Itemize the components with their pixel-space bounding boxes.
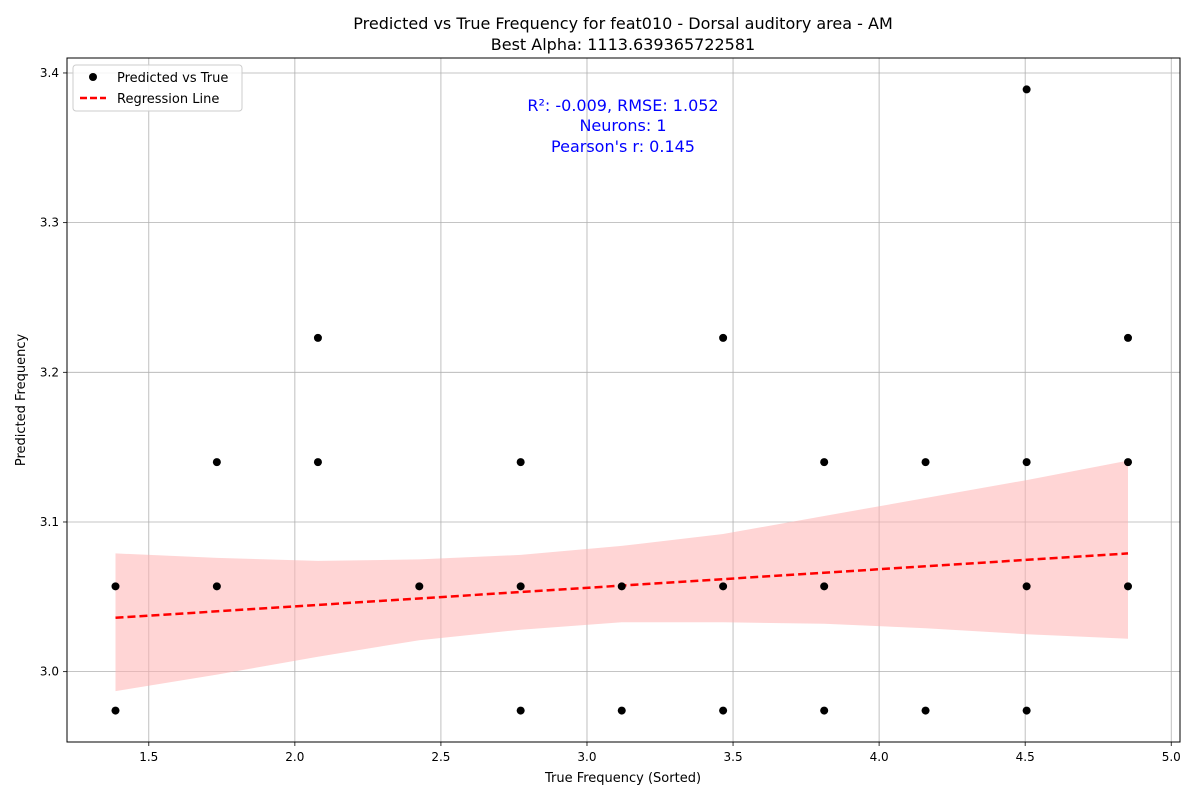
- confidence-band-layer: [115, 460, 1128, 692]
- x-tick-label: 1.5: [139, 750, 158, 764]
- x-tick-label: 3.0: [577, 750, 596, 764]
- axes: 1.5 2.0 2.5 3.0 3.5 4.0 4.5 5.0 3.0 3.1 3.2 3.3 3.4: [40, 57, 1181, 764]
- y-tick-label: 3.3: [40, 216, 59, 230]
- y-tick-label: 3.4: [40, 66, 59, 80]
- data-point: [820, 706, 829, 715]
- x-tick-label: 5.0: [1162, 750, 1181, 764]
- data-point: [516, 458, 525, 467]
- data-point: [719, 582, 728, 591]
- x-tick-label: 2.5: [431, 750, 450, 764]
- chart-title: Predicted vs True Frequency for feat010 …: [353, 14, 893, 33]
- x-tick-label: 3.5: [724, 750, 743, 764]
- data-point: [1124, 458, 1133, 467]
- data-point: [516, 706, 525, 715]
- stats-line-r2-rmse: R²: -0.009, RMSE: 1.052: [527, 96, 718, 115]
- y-tick-label: 3.1: [40, 515, 59, 529]
- y-tick-label: 3.2: [40, 365, 59, 379]
- data-point: [313, 458, 322, 467]
- data-point: [1022, 582, 1031, 591]
- data-point: [111, 706, 120, 715]
- stats-annotation: R²: -0.009, RMSE: 1.052 Neurons: 1 Pears…: [527, 96, 718, 156]
- legend-scatter-marker-icon: [89, 73, 97, 81]
- data-point: [111, 582, 120, 591]
- confidence-band: [115, 460, 1128, 692]
- scatter-points: [111, 85, 1133, 715]
- x-tick-label: 2.0: [285, 750, 304, 764]
- data-point: [212, 458, 221, 467]
- data-point: [921, 706, 930, 715]
- y-axis-label: Predicted Frequency: [14, 334, 29, 467]
- y-tick-label: 3.0: [40, 665, 59, 679]
- data-point: [1124, 582, 1133, 591]
- legend: Predicted vs True Regression Line: [72, 64, 243, 112]
- data-point: [719, 706, 728, 715]
- data-point: [1124, 333, 1133, 342]
- data-point: [719, 333, 728, 342]
- legend-label-regression: Regression Line: [117, 92, 219, 107]
- data-point: [921, 458, 930, 467]
- data-point: [1022, 458, 1031, 467]
- x-tick-label: 4.0: [870, 750, 889, 764]
- legend-label-scatter: Predicted vs True: [117, 71, 228, 86]
- data-point: [212, 582, 221, 591]
- stats-line-neurons: Neurons: 1: [579, 116, 666, 135]
- x-tick-label: 4.5: [1016, 750, 1035, 764]
- data-point: [1022, 85, 1031, 94]
- data-point: [820, 582, 829, 591]
- chart-subtitle: Best Alpha: 1113.639365722581: [491, 35, 755, 54]
- stats-line-pearson: Pearson's r: 0.145: [551, 137, 695, 156]
- x-axis-label: True Frequency (Sorted): [544, 771, 701, 786]
- data-point: [820, 458, 829, 467]
- legend-box: [72, 64, 243, 112]
- data-point: [617, 706, 626, 715]
- data-point: [617, 582, 626, 591]
- data-point: [313, 333, 322, 342]
- data-point: [1022, 706, 1031, 715]
- plot-frame: [66, 57, 1181, 743]
- data-point: [516, 582, 525, 591]
- data-point: [415, 582, 424, 591]
